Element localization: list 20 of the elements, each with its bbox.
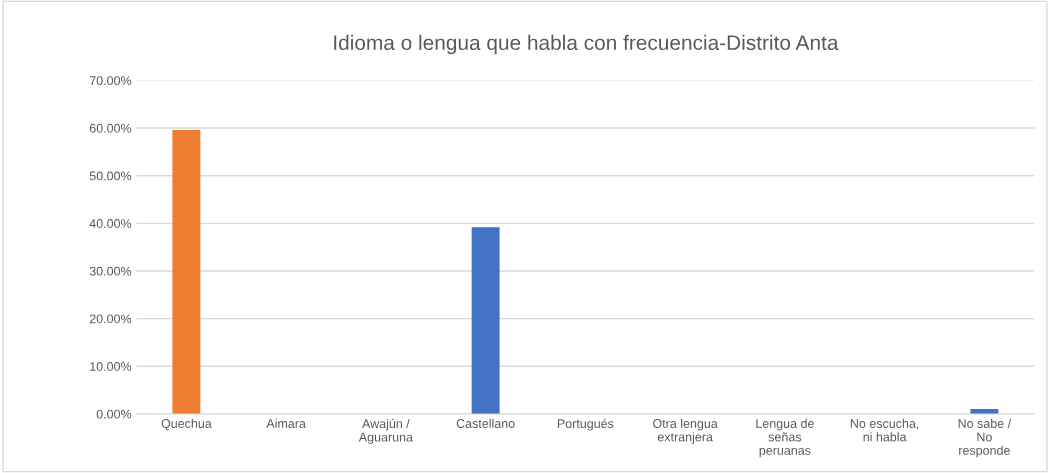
x-tick-label: Portugués: [557, 418, 614, 431]
x-tick-label: No escucha, ni habla: [850, 418, 919, 442]
x-tick-label: Otra lengua extranjera: [653, 418, 718, 444]
x-tick-label: Awajún / Aguaruna: [358, 418, 413, 444]
y-tick-label: 20.00%: [89, 314, 132, 324]
x-tick-label: Lengua de señas peruanas: [756, 418, 814, 458]
y-tick-label: 0.00%: [96, 409, 132, 419]
x-tick-label: Aimara: [266, 418, 306, 428]
x-tick-label: Quechua: [161, 418, 212, 431]
y-tick-label: 60.00%: [89, 123, 132, 133]
y-tick-label: 30.00%: [89, 266, 132, 276]
x-tick-label: No sabe / No responde: [958, 418, 1012, 458]
y-tick-label: 10.00%: [90, 362, 132, 371]
y-tick-label: 40.00%: [89, 219, 132, 228]
y-tick-label: 70.00%: [89, 76, 132, 86]
x-tick-label: Castellano: [456, 418, 515, 428]
chart-title: Idioma o lengua que habla con frecuencia-Distrito Anta: [334, 34, 839, 55]
bar: [471, 227, 500, 414]
bar: [172, 129, 201, 414]
y-tick-label: 50.00%: [89, 171, 132, 181]
